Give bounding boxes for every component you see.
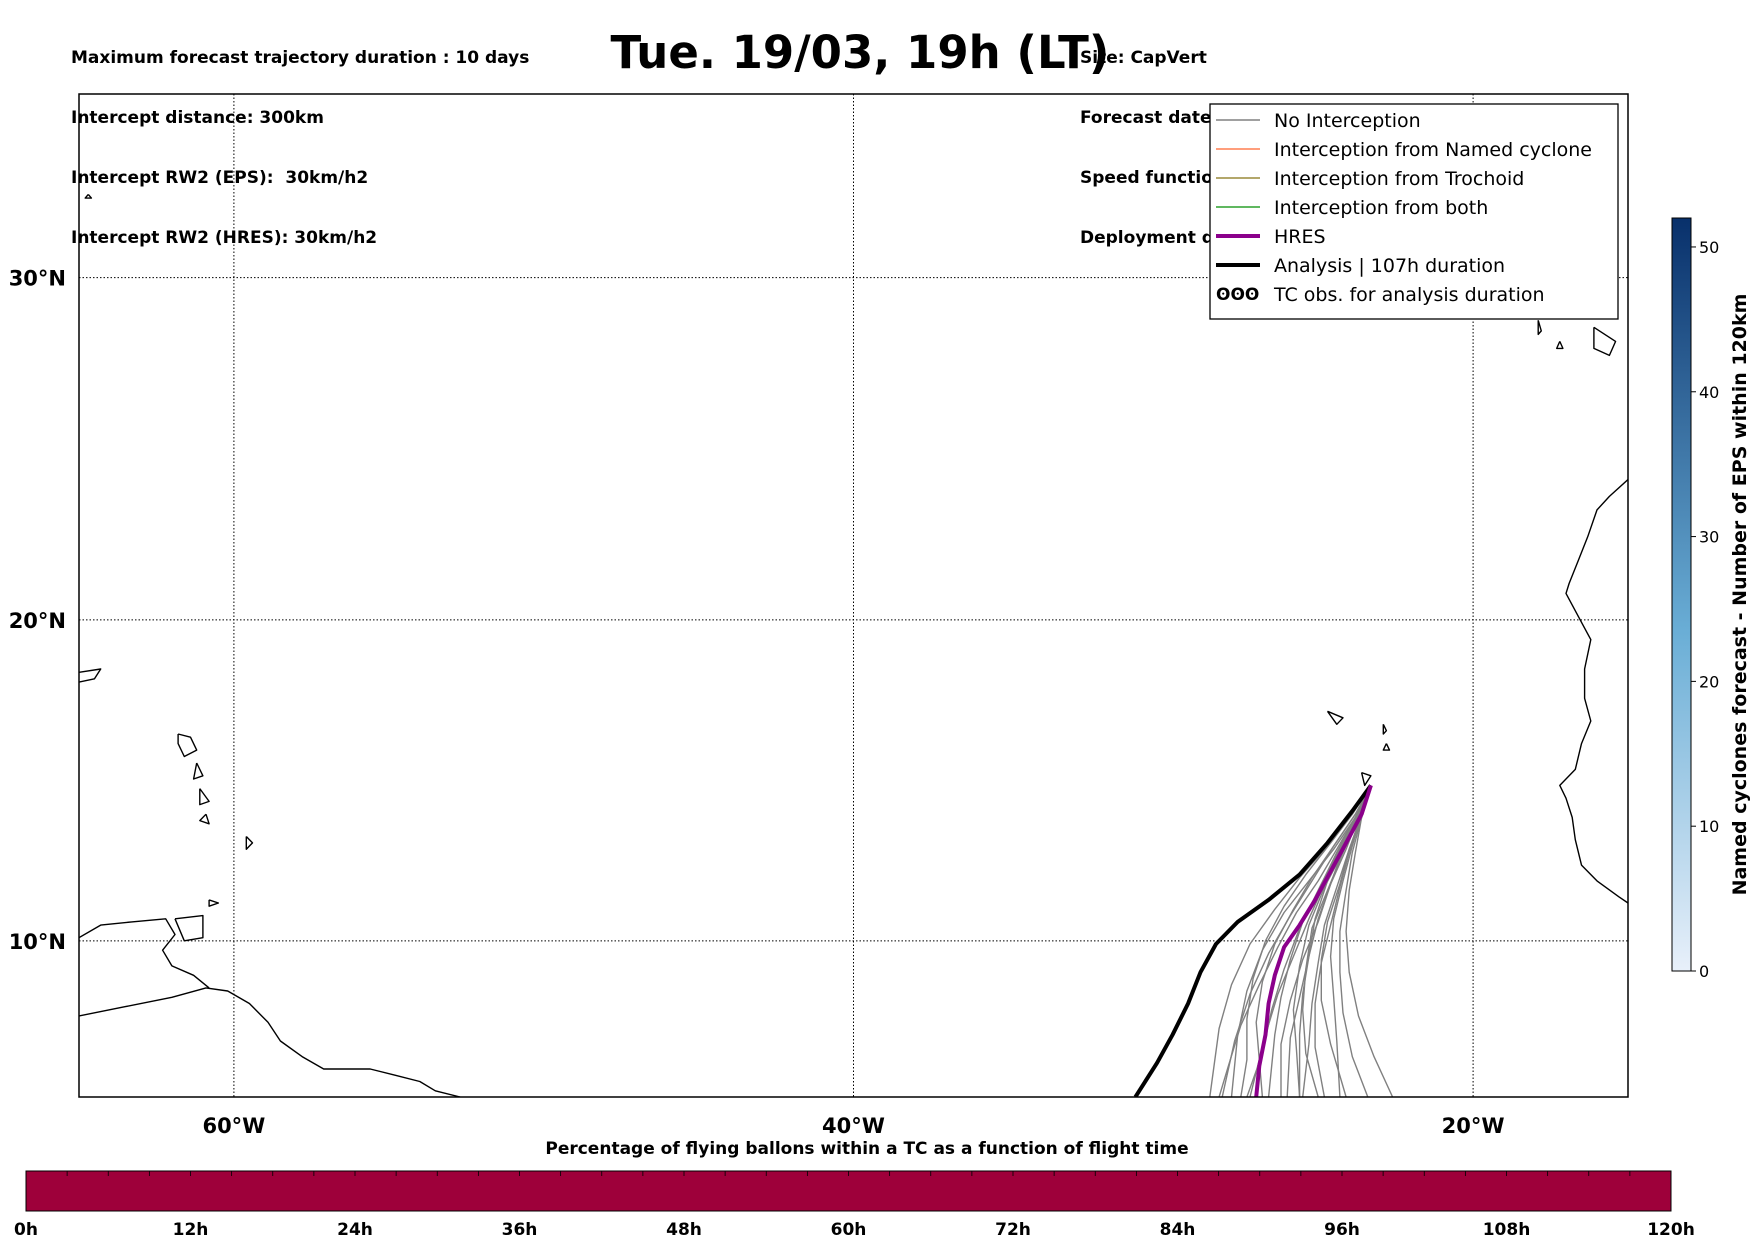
eps-colorbar-tick-label: 30 bbox=[1699, 528, 1719, 547]
coastline bbox=[245, 836, 254, 850]
eps-colorbar-label: Named cyclones forecast - Number of EPS … bbox=[1729, 294, 1751, 896]
coastline bbox=[1559, 478, 1628, 904]
lon-tick-label: 60°W bbox=[202, 1114, 265, 1138]
legend-label: Analysis | 107h duration bbox=[1274, 255, 1505, 277]
legend-label: HRES bbox=[1274, 226, 1326, 248]
time-colorbar-tick-label: 36h bbox=[502, 1220, 538, 1240]
eps-trajectory bbox=[1339, 785, 1372, 1097]
coastline bbox=[79, 668, 102, 683]
eps-colorbar-tick-label: 20 bbox=[1699, 672, 1719, 691]
time-colorbar-tick-label: 84h bbox=[1160, 1220, 1196, 1240]
coastline bbox=[192, 762, 204, 780]
map-gridlines bbox=[79, 94, 1628, 1097]
eps-trajectory bbox=[1345, 785, 1394, 1097]
header-right-line: Site: CapVert bbox=[1080, 48, 1207, 68]
time-colorbar-title: Percentage of flying ballons within a TC… bbox=[545, 1139, 1188, 1159]
time-colorbar-tick-label: 24h bbox=[337, 1220, 373, 1240]
eps-colorbar-tick-label: 0 bbox=[1699, 962, 1709, 981]
eps-trajectory bbox=[1329, 785, 1372, 1097]
eps-colorbar-tick-label: 50 bbox=[1699, 238, 1719, 257]
eps-colorbar-bar bbox=[1671, 217, 1692, 972]
trajectories bbox=[1133, 784, 1394, 1097]
header-left-line: Intercept distance: 300km bbox=[71, 108, 324, 128]
coastline bbox=[177, 733, 198, 758]
legend-label: Interception from Named cyclone bbox=[1274, 139, 1592, 161]
coastline bbox=[1537, 320, 1543, 336]
legend-label: TC obs. for analysis duration bbox=[1273, 284, 1545, 306]
coastline bbox=[199, 813, 210, 825]
coastline bbox=[1326, 710, 1344, 725]
coastline bbox=[1382, 723, 1388, 735]
coastline bbox=[79, 987, 461, 1097]
coastline bbox=[1555, 341, 1564, 350]
time-colorbar-tick-label: 108h bbox=[1483, 1220, 1531, 1240]
eps-colorbar-tick-label: 10 bbox=[1699, 817, 1719, 836]
tc-obs-symbol-icon: ʘʘʘ bbox=[1216, 285, 1259, 305]
lat-tick-label: 30°N bbox=[9, 267, 66, 291]
eps-trajectory bbox=[1240, 785, 1372, 1097]
lat-tick-label: 10°N bbox=[9, 930, 66, 954]
coastline bbox=[199, 788, 210, 806]
eps-trajectory bbox=[1218, 785, 1372, 1097]
legend: No Interception Interception from Named c… bbox=[1209, 103, 1619, 320]
time-colorbar-tick-label: 72h bbox=[995, 1220, 1031, 1240]
coastlines bbox=[79, 193, 1663, 1097]
header-left-line: Intercept RW2 (EPS): 30km/h2 bbox=[71, 168, 369, 188]
time-colorbar-tick-label: 60h bbox=[831, 1220, 867, 1240]
coastline bbox=[1593, 326, 1617, 357]
eps-colorbar-tick-label: 40 bbox=[1699, 383, 1719, 402]
legend-label: No Interception bbox=[1274, 110, 1421, 132]
lon-tick-label: 40°W bbox=[822, 1114, 885, 1138]
lat-tick-label: 20°N bbox=[9, 609, 66, 633]
header-info-left: Maximum forecast trajectory duration : 1… bbox=[71, 8, 529, 268]
map-frame bbox=[78, 93, 1629, 1098]
map-tick-labels: 60°W 40°W 20°W 30°N 20°N 10°N bbox=[9, 267, 1505, 1138]
header-left-line: Maximum forecast trajectory duration : 1… bbox=[71, 48, 530, 68]
legend-label: Interception from Trochoid bbox=[1274, 168, 1524, 190]
hres-trajectory bbox=[1254, 784, 1373, 1097]
time-colorbar-tick-label: 0h bbox=[14, 1220, 38, 1240]
time-colorbar: Percentage of flying ballons within a TC… bbox=[14, 1139, 1695, 1240]
legend-box bbox=[1209, 103, 1619, 320]
coastline bbox=[79, 918, 210, 989]
lon-tick-label: 20°W bbox=[1442, 1114, 1505, 1138]
legend-label: Interception from both bbox=[1274, 197, 1488, 219]
page-title: Tue. 19/03, 19h (LT) bbox=[610, 26, 1110, 79]
coastline bbox=[84, 193, 93, 199]
coastline bbox=[208, 899, 220, 907]
header-left-line: Intercept RW2 (HRES): 30km/h2 bbox=[71, 228, 378, 248]
time-colorbar-bar bbox=[25, 1170, 1672, 1212]
time-colorbar-tick-label: 48h bbox=[666, 1220, 702, 1240]
coastline bbox=[174, 914, 204, 942]
coastline bbox=[1644, 324, 1663, 345]
eps-trajectory bbox=[1255, 785, 1372, 1097]
coastline bbox=[1382, 743, 1391, 751]
eps-colorbar: 0 10 20 30 40 50 Named cyclones forecast - Num… bbox=[1671, 217, 1751, 981]
time-colorbar-tick-label: 12h bbox=[173, 1220, 209, 1240]
coastline bbox=[1360, 771, 1372, 787]
time-colorbar-tick-label: 120h bbox=[1647, 1220, 1695, 1240]
eps-trajectory bbox=[1286, 785, 1372, 1097]
analysis-trajectory bbox=[1133, 784, 1373, 1097]
time-colorbar-tick-label: 96h bbox=[1324, 1220, 1360, 1240]
